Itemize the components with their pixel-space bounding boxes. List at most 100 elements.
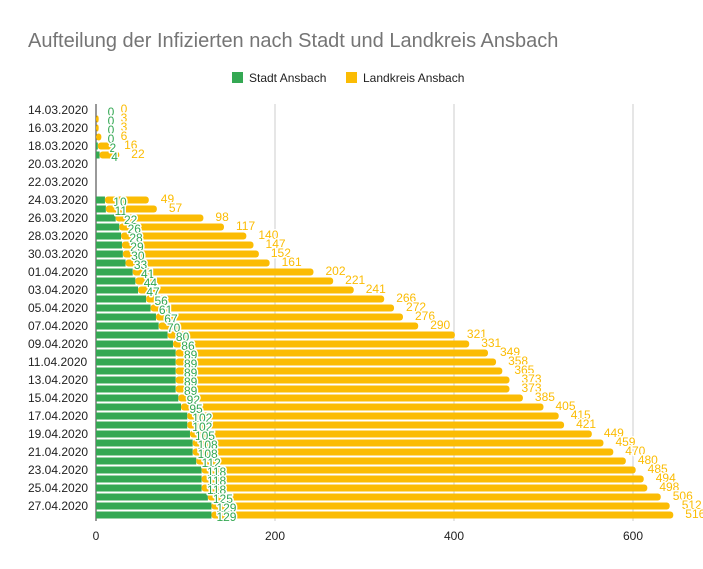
bar-landkreis — [121, 232, 247, 240]
bar-stadt — [96, 493, 208, 501]
data-label-landkreis: 494 — [656, 471, 676, 485]
data-label-landkreis: 470 — [625, 444, 645, 458]
y-tick-label: 26.03.2020 — [28, 211, 88, 225]
bar-landkreis — [175, 349, 489, 357]
data-label-stadt: 4 — [111, 150, 118, 164]
y-tick-label: 16.03.2020 — [28, 121, 88, 135]
bar-landkreis — [99, 151, 120, 159]
bar-landkreis — [150, 304, 395, 312]
data-label-stadt: 86 — [181, 339, 195, 353]
data-label-stadt: 44 — [144, 276, 158, 290]
bar-landkreis — [158, 322, 419, 330]
data-label-stadt: 80 — [176, 330, 190, 344]
data-label-stadt: 108 — [198, 447, 218, 461]
y-tick-label: 25.04.2020 — [28, 481, 88, 495]
y-tick-label: 07.04.2020 — [28, 319, 88, 333]
bar-stadt — [96, 250, 123, 258]
bar-landkreis — [121, 241, 254, 249]
legend: Stadt Ansbach Landkreis Ansbach — [232, 71, 464, 85]
data-label-stadt: 30 — [131, 249, 145, 263]
bar-landkreis — [187, 421, 565, 429]
bar-landkreis — [96, 124, 99, 132]
x-tick-label: 200 — [265, 529, 285, 543]
data-label-stadt: 67 — [164, 312, 178, 326]
bar-landkreis — [181, 403, 544, 411]
bar-landkreis — [201, 475, 644, 483]
data-label-landkreis: 349 — [500, 345, 520, 359]
data-label-stadt: 95 — [189, 402, 203, 416]
data-label-landkreis: 358 — [508, 354, 528, 368]
y-tick-label: 19.04.2020 — [28, 427, 88, 441]
data-label-stadt: 41 — [141, 267, 155, 281]
bar-stadt — [96, 241, 122, 249]
data-label-stadt: 129 — [216, 510, 236, 524]
bar-stadt — [96, 475, 202, 483]
bar-landkreis — [201, 466, 636, 474]
bar-stadt — [96, 196, 105, 204]
data-label-landkreis: 498 — [659, 480, 679, 494]
bar-stadt — [96, 421, 188, 429]
data-label-stadt: 11 — [115, 204, 128, 218]
data-label-stadt: 108 — [198, 438, 218, 452]
x-tick-label: 0 — [93, 529, 100, 543]
bar-stadt — [96, 313, 156, 321]
y-tick-label: 28.03.2020 — [28, 229, 88, 243]
y-tick-label: 05.04.2020 — [28, 301, 88, 315]
bar-stadt — [96, 385, 176, 393]
data-label-landkreis: 3 — [121, 120, 128, 134]
y-tick-label: 17.04.2020 — [28, 409, 88, 423]
data-label-landkreis: 221 — [345, 273, 365, 287]
data-label-landkreis: 272 — [406, 300, 426, 314]
data-label-stadt: 2 — [109, 141, 116, 155]
data-label-stadt: 10 — [113, 195, 127, 209]
bar-stadt — [96, 367, 176, 375]
bar-stadt — [96, 412, 188, 420]
bar-stadt — [96, 403, 182, 411]
data-label-landkreis: 49 — [161, 192, 175, 206]
data-label-stadt: 89 — [184, 357, 198, 371]
data-label-landkreis: 385 — [535, 390, 555, 404]
data-label-landkreis: 147 — [266, 237, 286, 251]
y-tick-label: 20.03.2020 — [28, 157, 88, 171]
bar-stadt — [96, 502, 212, 510]
data-label-landkreis: 161 — [282, 255, 302, 269]
data-label-landkreis: 140 — [258, 228, 278, 242]
y-tick-label: 22.03.2020 — [28, 175, 88, 189]
bar-landkreis — [122, 250, 259, 258]
bar-stadt — [96, 214, 116, 222]
data-label-stadt: 89 — [184, 348, 198, 362]
bar-landkreis — [201, 484, 648, 492]
data-label-landkreis: 266 — [396, 291, 416, 305]
data-label-stadt: 22 — [124, 213, 138, 227]
data-label-stadt: 0 — [108, 123, 115, 137]
data-label-stadt: 102 — [192, 411, 212, 425]
data-label-stadt: 28 — [129, 231, 143, 245]
data-label-stadt: 89 — [184, 384, 198, 398]
bar-landkreis — [132, 268, 314, 276]
bar-landkreis — [146, 295, 385, 303]
data-label-stadt: 89 — [184, 375, 198, 389]
data-label-landkreis: 98 — [215, 210, 229, 224]
bar-stadt — [96, 394, 179, 402]
bar-landkreis — [175, 376, 510, 384]
bar-landkreis — [138, 286, 354, 294]
data-label-stadt: 26 — [128, 222, 142, 236]
bar-landkreis — [175, 385, 510, 393]
bar-stadt — [96, 484, 202, 492]
bar-stadt — [96, 358, 176, 366]
y-tick-label: 23.04.2020 — [28, 463, 88, 477]
data-label-stadt: 70 — [167, 321, 181, 335]
data-label-landkreis: 373 — [521, 372, 541, 386]
bar-stadt — [96, 466, 202, 474]
y-tick-label: 30.03.2020 — [28, 247, 88, 261]
data-label-stadt: 112 — [202, 456, 221, 470]
data-label-landkreis: 485 — [648, 462, 668, 476]
data-label-landkreis: 459 — [615, 435, 635, 449]
data-label-landkreis: 22 — [131, 147, 145, 161]
data-label-landkreis: 421 — [576, 417, 596, 431]
bar-landkreis — [192, 448, 614, 456]
bar-stadt — [96, 151, 100, 159]
bar-landkreis — [155, 313, 403, 321]
data-label-landkreis: 276 — [415, 309, 435, 323]
